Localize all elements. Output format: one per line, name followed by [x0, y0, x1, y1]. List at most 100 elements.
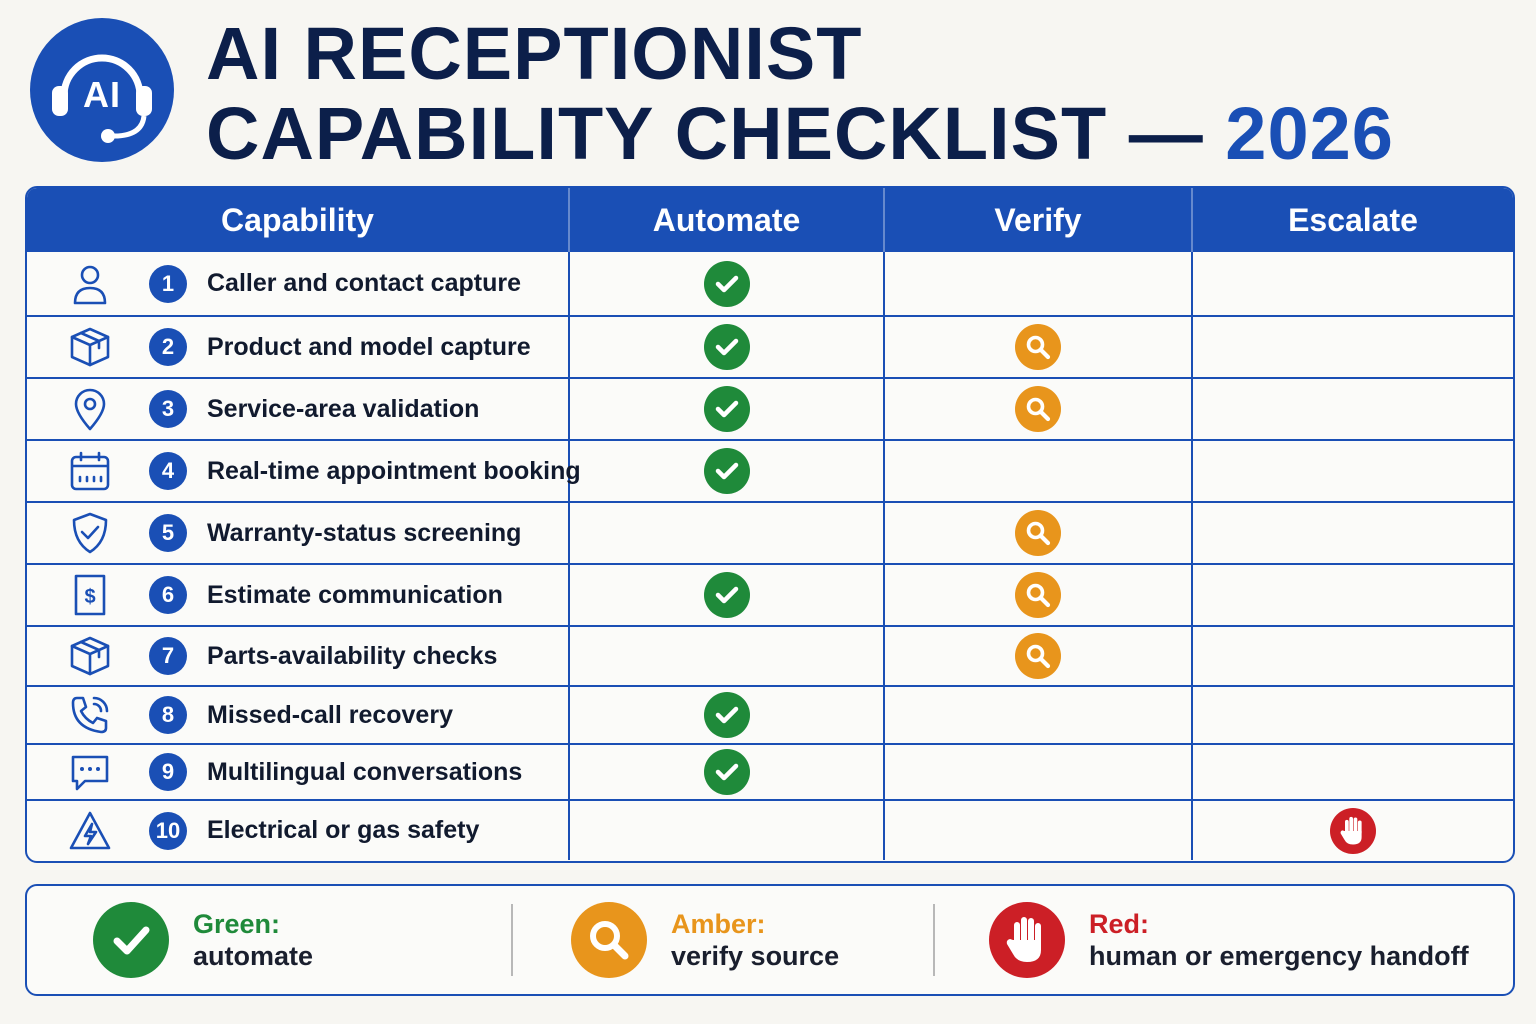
column-header-escalate: Escalate [1192, 188, 1513, 252]
capability-cell: 5 Warranty-status screening [27, 501, 570, 564]
header: AI AI RECEPTIONIST CAPABILITY CHECKLIST … [30, 14, 1510, 184]
check-icon [703, 692, 750, 738]
magnifier-icon [1015, 572, 1061, 618]
magnifier-icon [1015, 386, 1061, 432]
check-icon [703, 386, 750, 432]
check-icon [703, 572, 750, 618]
phone-ringing-icon [71, 696, 109, 734]
column-header-automate: Automate [569, 188, 885, 252]
legend-title-red: Red: [1089, 909, 1149, 939]
capability-cell: 8 Missed-call recovery [27, 685, 570, 744]
title-year: 2026 [1225, 92, 1394, 175]
headset-icon [52, 54, 152, 143]
shield-check-icon [72, 512, 108, 554]
title-line-1: AI RECEPTIONIST [206, 12, 863, 95]
table-row: $6 Estimate communication [27, 563, 1513, 626]
verify-cell [884, 315, 1193, 378]
person-icon [73, 265, 107, 304]
row-number-badge: 6 [149, 576, 187, 614]
box-icon [70, 327, 110, 367]
table-row: 9 Multilingual conversations [27, 743, 1513, 800]
legend-title-amber: Amber: [671, 909, 766, 939]
automate-cell [569, 377, 885, 440]
automate-cell [569, 252, 885, 316]
row-number-badge: 4 [149, 452, 187, 490]
escalate-cell [1192, 315, 1513, 378]
stop-hand-icon [1330, 807, 1376, 854]
capability-label: Service-area validation [207, 394, 480, 423]
capability-cell: 10 Electrical or gas safety [27, 799, 570, 860]
table-row: 10 Electrical or gas safety [27, 799, 1513, 860]
table-row: 8 Missed-call recovery [27, 685, 1513, 744]
verify-cell [884, 501, 1193, 564]
row-number-badge: 8 [149, 696, 187, 734]
escalate-cell [1192, 439, 1513, 502]
verify-cell [884, 439, 1193, 502]
capability-table: Capability Automate Verify Escalate 1 Cal… [25, 186, 1515, 863]
legend-item-green: Green: automate [93, 900, 313, 980]
table-row: 3 Service-area validation [27, 377, 1513, 440]
row-number-badge: 9 [149, 753, 187, 791]
row-number-badge: 10 [149, 811, 187, 850]
capability-label: Electrical or gas safety [207, 816, 480, 844]
escalate-cell [1192, 252, 1513, 316]
table-row: 4 Real-time appointment booking [27, 439, 1513, 502]
table-header-row: Capability Automate Verify Escalate [27, 188, 1513, 252]
capability-label: Caller and contact capture [207, 269, 521, 297]
escalate-cell [1192, 501, 1513, 564]
chat-bubble-icon [71, 755, 109, 791]
escalate-cell [1192, 799, 1513, 860]
verify-cell [884, 563, 1193, 626]
escalate-cell [1192, 625, 1513, 686]
location-pin-icon [74, 388, 106, 431]
automate-cell [569, 625, 885, 686]
escalate-cell [1192, 563, 1513, 626]
check-icon [703, 260, 750, 307]
stop-hand-icon [989, 902, 1065, 978]
row-number-badge: 5 [149, 514, 187, 552]
check-icon [703, 749, 750, 795]
capability-label: Parts-availability checks [207, 641, 498, 670]
verify-cell [884, 625, 1193, 686]
table-row: 2 Product and model capture [27, 315, 1513, 378]
column-header-capability: Capability [27, 188, 570, 252]
check-icon [703, 324, 750, 370]
escalate-cell [1192, 377, 1513, 440]
capability-cell: 1 Caller and contact capture [27, 252, 570, 316]
automate-cell [569, 799, 885, 860]
automate-cell [569, 315, 885, 378]
capability-label: Product and model capture [207, 332, 531, 361]
row-number-badge: 3 [149, 390, 187, 428]
magnifier-icon [1015, 510, 1061, 556]
table-row: 1 Caller and contact capture [27, 252, 1513, 316]
page-title: AI RECEPTIONIST CAPABILITY CHECKLIST — 2… [206, 14, 1394, 174]
legend-divider [511, 904, 513, 976]
table-row: 5 Warranty-status screening [27, 501, 1513, 564]
legend-desc-green: automate [193, 941, 314, 971]
capability-label: Real-time appointment booking [207, 456, 581, 485]
row-number-badge: 2 [149, 328, 187, 366]
ai-headset-logo: AI [30, 18, 174, 162]
capability-cell: 4 Real-time appointment booking [27, 439, 581, 502]
verify-cell [884, 685, 1193, 744]
automate-cell [569, 563, 885, 626]
column-header-verify: Verify [884, 188, 1193, 252]
capability-label: Multilingual conversations [207, 757, 523, 786]
capability-label: Estimate communication [207, 580, 503, 609]
check-icon [93, 902, 169, 978]
verify-cell [884, 799, 1193, 860]
receipt-dollar-icon: $ [74, 574, 106, 616]
legend-desc-red: human or emergency handoff [1089, 941, 1469, 971]
capability-label: Warranty-status screening [207, 518, 522, 547]
automate-cell [569, 743, 885, 800]
magnifier-icon [1015, 633, 1061, 679]
legend-desc-amber: verify source [671, 941, 840, 971]
capability-cell: 9 Multilingual conversations [27, 743, 570, 800]
automate-cell [569, 439, 885, 502]
verify-cell [884, 252, 1193, 316]
svg-text:$: $ [84, 586, 95, 608]
capability-cell: 2 Product and model capture [27, 315, 570, 378]
verify-cell [884, 743, 1193, 800]
capability-label: Missed-call recovery [207, 700, 453, 729]
legend-item-amber: Amber: verify source [571, 900, 839, 980]
